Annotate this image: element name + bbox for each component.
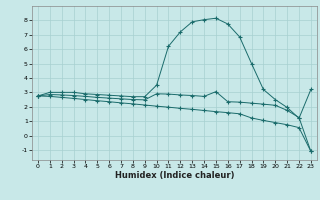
X-axis label: Humidex (Indice chaleur): Humidex (Indice chaleur) <box>115 171 234 180</box>
